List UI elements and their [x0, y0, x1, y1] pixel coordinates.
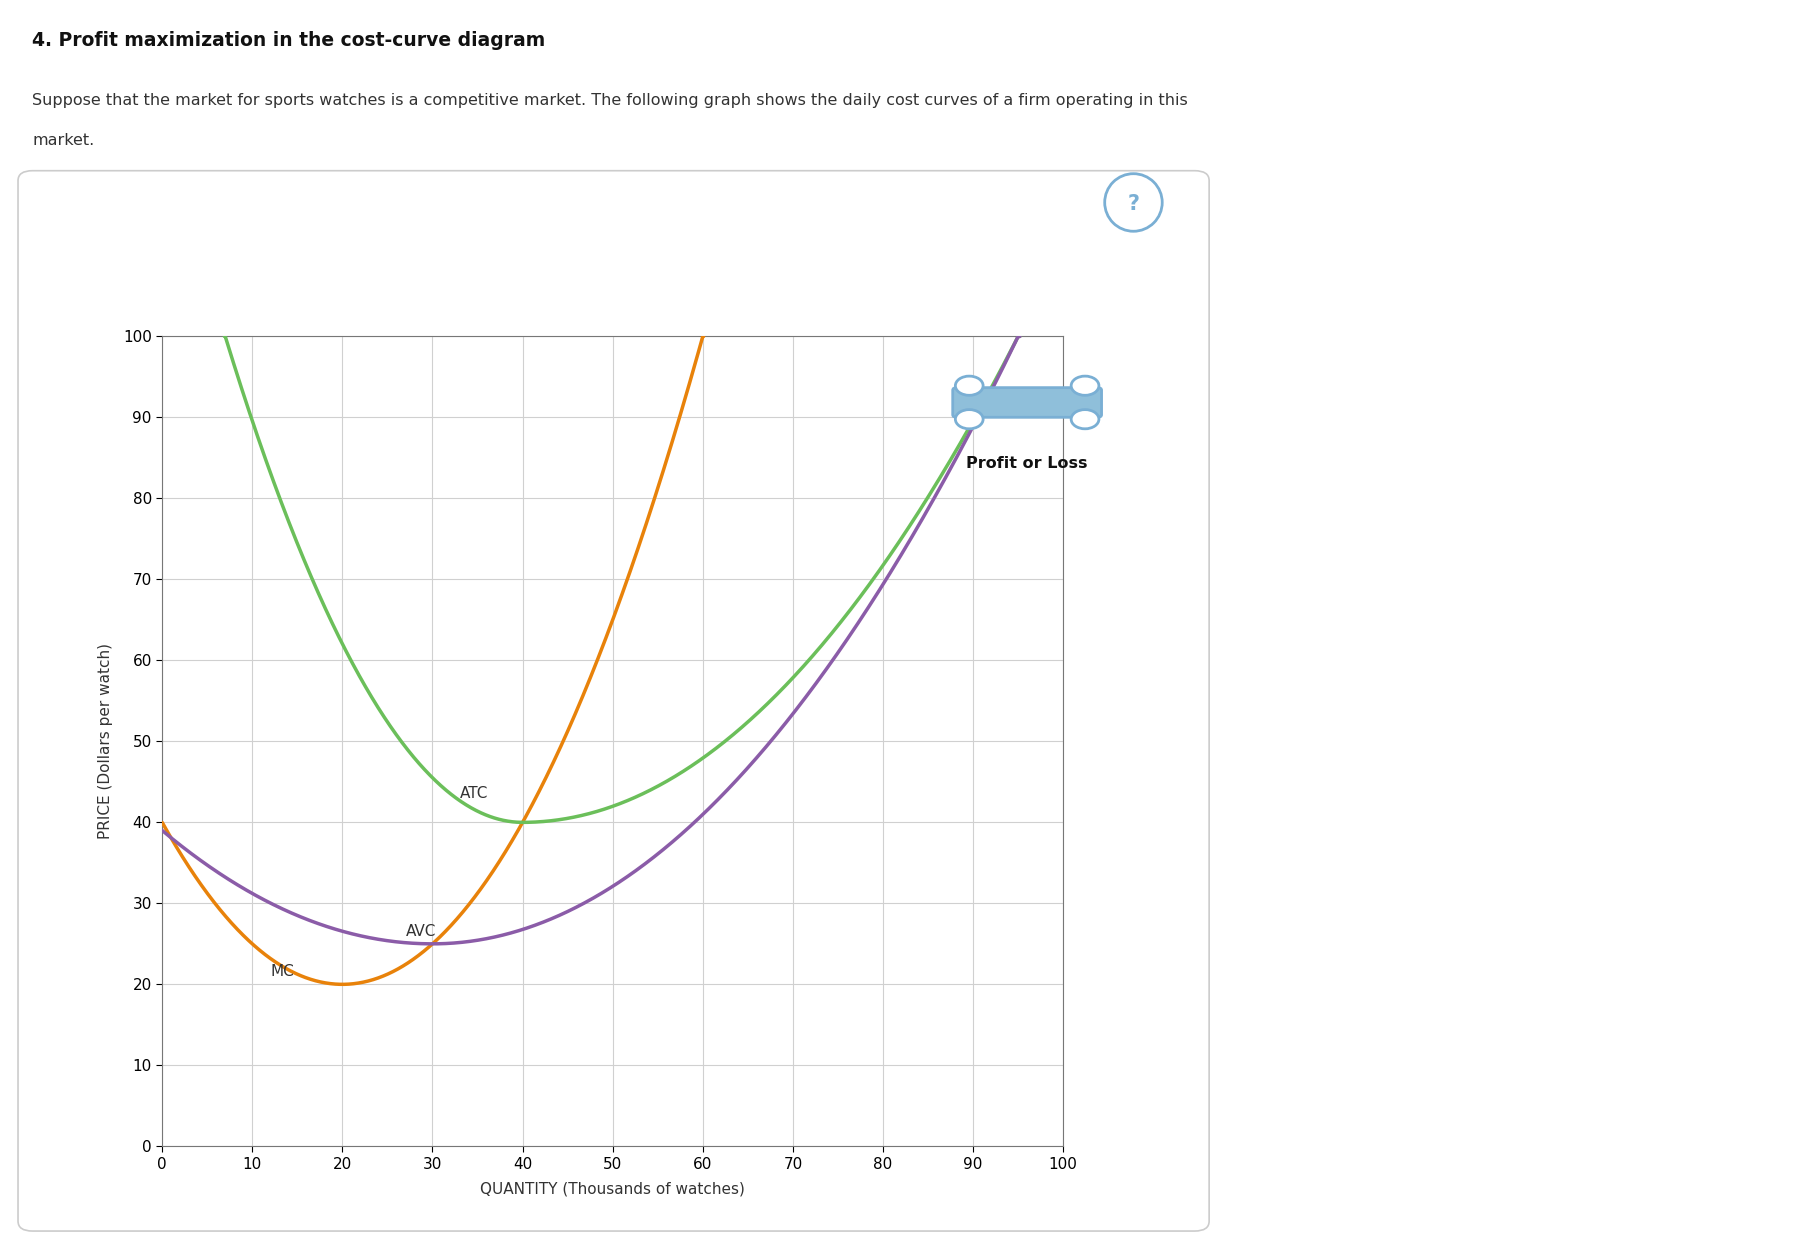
FancyBboxPatch shape [953, 388, 1101, 417]
Y-axis label: PRICE (Dollars per watch): PRICE (Dollars per watch) [97, 643, 114, 840]
Text: 4. Profit maximization in the cost-curve diagram: 4. Profit maximization in the cost-curve… [32, 31, 546, 50]
X-axis label: QUANTITY (Thousands of watches): QUANTITY (Thousands of watches) [481, 1181, 744, 1196]
Circle shape [1070, 376, 1099, 395]
Circle shape [955, 410, 984, 429]
Text: MC: MC [270, 964, 294, 979]
Circle shape [955, 376, 984, 395]
Text: Suppose that the market for sports watches is a competitive market. The followin: Suppose that the market for sports watch… [32, 93, 1188, 108]
Text: AVC: AVC [405, 923, 436, 938]
Text: market.: market. [32, 133, 96, 148]
Text: Profit or Loss: Profit or Loss [966, 456, 1088, 471]
Text: ?: ? [1128, 194, 1139, 214]
Text: ATC: ATC [460, 786, 488, 801]
Circle shape [1070, 410, 1099, 429]
